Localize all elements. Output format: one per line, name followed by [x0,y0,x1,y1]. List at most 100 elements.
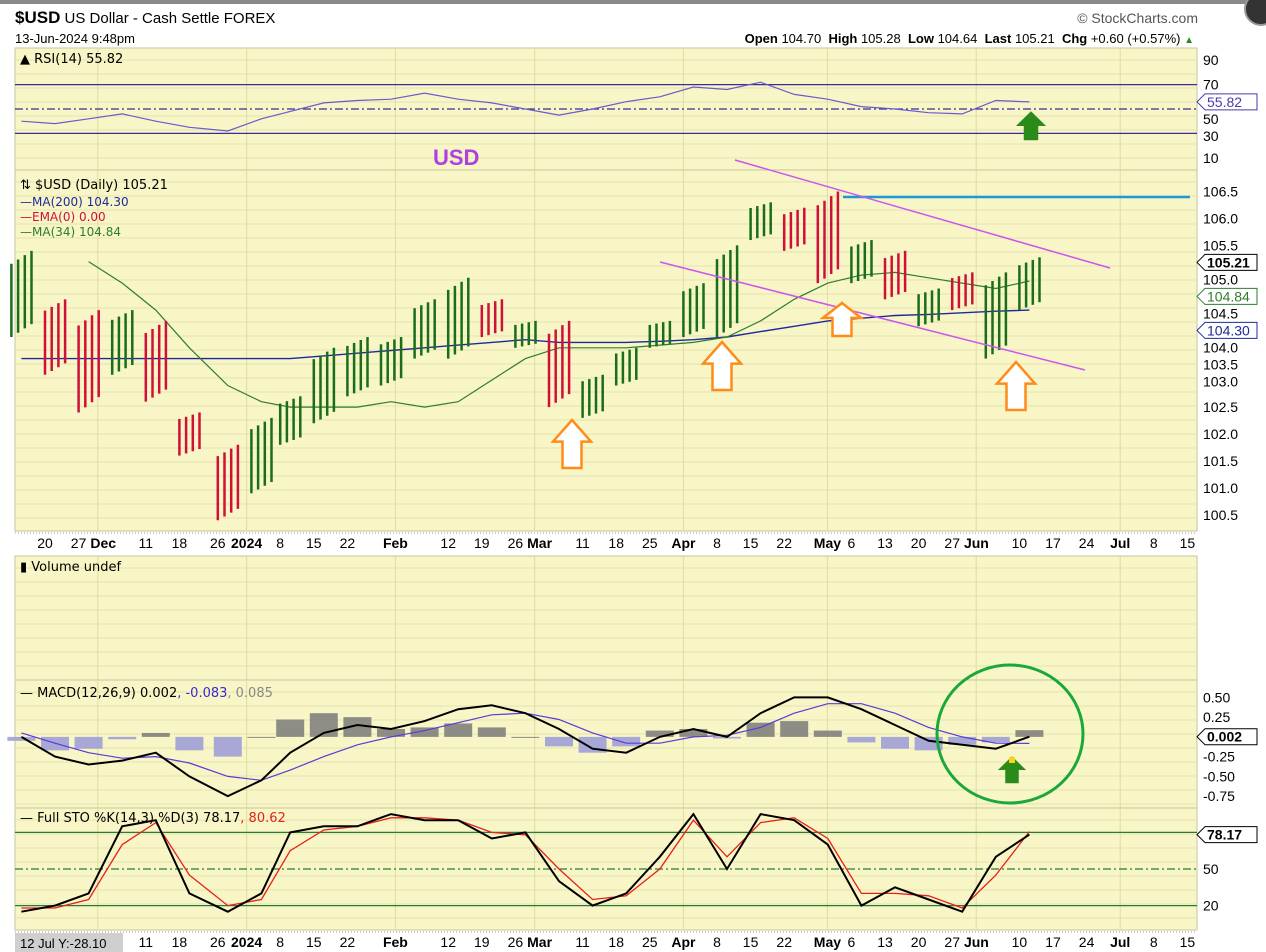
bottom-x-axis-tick-label: Jun [964,934,989,950]
price-axis-label: 102.0 [1203,426,1238,442]
bottom-x-axis-tick-label: 22 [776,934,792,950]
x-axis-tick-label: 11 [139,535,154,551]
x-axis-tick-label: Apr [671,535,696,551]
x-axis-tick-label: 18 [608,535,624,551]
macd-histogram-bar [679,728,708,737]
usd-annotation: USD [433,145,479,170]
x-axis-tick-label: 2024 [231,535,262,551]
sto-last-label: 78.17 [1207,827,1242,843]
x-axis-tick-label: 24 [1079,535,1095,551]
ohlc-summary: Open 104.70 High 105.28 Low 104.64 Last … [745,31,1194,46]
rsi-axis-label: 30 [1203,128,1219,144]
orange-up-arrow-icon [819,301,865,338]
low-value: 104.64 [937,31,978,46]
copyright: © StockCharts.com [1077,10,1198,26]
bottom-x-axis-tick-label: May [814,934,841,950]
x-axis-tick-label: 8 [276,535,284,551]
price-last-label-1: 104.84 [1207,288,1250,304]
macd-title: — MACD(12,26,9) 0.002, -0.083, 0.085 [20,686,273,701]
channel-lower-line [659,261,1086,371]
price-axis-label: 103.0 [1203,373,1238,389]
x-axis-tick-label: 22 [340,535,356,551]
orange-up-arrow-icon [550,418,594,470]
sto-d-value: , 80.62 [240,811,285,826]
price-last-label-2: 104.30 [1207,322,1250,338]
bottom-x-axis-tick-label: 8 [1150,934,1158,950]
chart-title: $USD US Dollar - Cash Settle FOREX [15,8,275,28]
macd-histogram-bar [847,736,876,743]
price-legend-item: —MA(34) 104.84 [20,225,121,239]
macd-histogram-bar [981,736,1010,743]
macd-histogram-bar [881,736,909,749]
marker [1009,757,1015,763]
x-axis-tick-label: 13 [877,535,893,551]
macd-histogram-bar [444,723,473,737]
sto-title: — Full STO %K(14,3) %D(3) 78.17, 80.62 [20,811,286,826]
macd-histogram-bar [511,736,540,738]
channel-upper-line [734,159,1111,269]
macd-signal-value: , -0.083 [177,686,227,701]
bottom-x-axis-tick-label: 17 [1045,934,1061,950]
price-axis-label: 105.5 [1203,237,1238,253]
rsi-axis-label: 50 [1203,111,1219,127]
macd-axis-label: 0.50 [1203,689,1230,705]
price-axis-label: 106.5 [1203,184,1238,200]
macd-axis-label: -0.50 [1203,768,1235,784]
x-axis-tick-label: 15 [306,535,322,551]
price-last-label-1-box [1196,287,1258,305]
price-axis-label: 104.0 [1203,339,1238,355]
panel-vol [14,555,1198,681]
x-axis-tick-label: 15 [743,535,759,551]
bottom-x-axis-tick-label: 15 [306,934,322,950]
cursor-readout: 12 Jul Y:-28.10 [20,936,107,951]
exchange: FOREX [223,10,276,27]
x-axis-tick-label: May [814,535,841,551]
macd-histogram-bar [645,730,674,737]
macd-last-label: 0.002 [1207,729,1242,745]
sto-k-line [21,812,1030,913]
price-last-label-0-box [1196,253,1258,271]
bottom-x-axis-tick-label: 8 [276,934,284,950]
highlight-circle [935,663,1085,805]
macd-hist-value: , 0.085 [227,686,272,701]
bottom-x-axis-tick-label: Jul [1110,934,1130,950]
x-axis-tick-label: 8 [713,535,721,551]
bottom-x-axis-tick-label: 19 [474,934,490,950]
instrument-name: US Dollar - Cash Settle [64,10,220,27]
high-value: 105.28 [860,31,901,46]
last-label: Last [984,31,1012,46]
close-button[interactable] [1244,0,1266,26]
macd-axis-label: -0.75 [1203,788,1235,804]
symbol: $USD [15,8,61,27]
chg-value: +0.60 (+0.57%) [1090,31,1181,46]
macd-histogram-bar [780,721,809,737]
sto-d-line [21,817,1030,909]
macd-line [20,696,1030,798]
macd-histogram-bar [410,727,439,737]
bottom-x-axis-tick-label: 13 [877,934,893,950]
macd-histogram-bar [141,732,170,737]
bottom-x-axis-tick-label: 20 [911,934,927,950]
rsi-axis-label: 90 [1203,52,1219,68]
macd-last-label-box [1196,728,1258,746]
x-axis-tick-label: 10 [1012,535,1028,551]
green-up-arrow-icon [1015,111,1047,141]
x-axis-tick-label: Mar [527,535,552,551]
sto-last-label-box [1196,826,1258,844]
price-axis-label: 104.5 [1203,305,1238,321]
price-axis-label: 106.0 [1203,210,1238,226]
x-axis-tick-label: 25 [642,535,658,551]
datetime: 13-Jun-2024 9:48pm [15,31,135,46]
x-axis-tick-label: 12 [440,535,456,551]
price-title: ⇅ $USD (Daily) 105.21 [20,178,168,193]
price-axis-label: 100.5 [1203,507,1238,523]
volume-title: ▮ Volume undef [20,560,121,575]
macd-histogram-bar [343,717,372,737]
orange-up-arrow-icon [700,340,744,392]
x-axis-tick-label: 15 [1180,535,1196,551]
macd-histogram-bar [74,736,103,749]
bottom-x-axis-tick-label: 25 [642,934,658,950]
orange-up-arrow-icon [994,360,1038,412]
x-axis-tick-label: 19 [474,535,490,551]
